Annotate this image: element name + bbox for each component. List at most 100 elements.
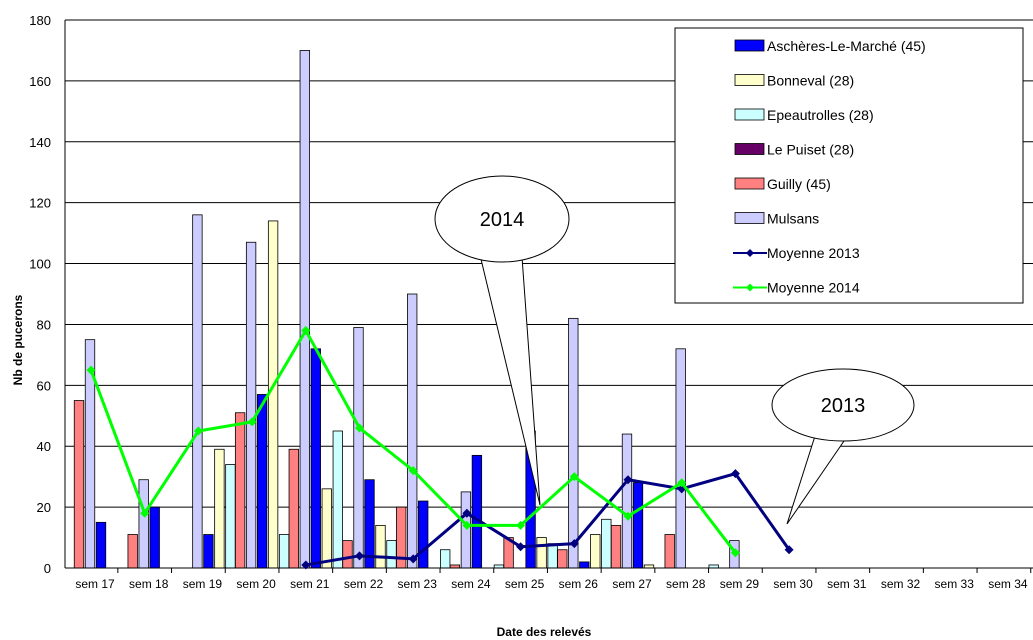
bar-guilly-45	[664, 534, 675, 569]
point-moyenne-2014	[408, 466, 418, 476]
y-tick-label: 140	[29, 135, 51, 150]
legend-label: Mulsans	[767, 211, 819, 227]
point-moyenne-2013	[408, 554, 418, 564]
legend-label: Guilly (45)	[767, 176, 831, 192]
x-tick-label: sem 18	[129, 577, 169, 591]
x-tick-label: sem 20	[236, 577, 276, 591]
point-moyenne-2014	[140, 508, 150, 518]
x-tick-label: sem 27	[612, 577, 652, 591]
point-moyenne-2013	[462, 508, 472, 518]
bar-epeautrolles-28	[278, 534, 290, 569]
bar-guilly-45	[234, 412, 246, 569]
x-tick-labels: sem 17 sem 18 sem 19 sem 20 sem 21 sem 22 sem …	[75, 568, 1032, 591]
callout-text: 2014	[480, 209, 525, 231]
legend-swatch-marker	[746, 283, 754, 292]
legend-label: Epeautrolles (28)	[767, 107, 874, 123]
x-tick-label: sem 19	[183, 577, 223, 591]
bar-epeautrolles-28	[547, 543, 558, 569]
bar-epeautrolles-28	[386, 540, 397, 569]
x-tick-label: sem 28	[666, 577, 706, 591]
line-moyenne-2013	[305, 471, 791, 567]
bar-asch-res-le-march-45	[95, 521, 107, 569]
bar-mulsans	[460, 491, 472, 569]
point-moyenne-2013	[301, 560, 311, 570]
legend-label: Moyenne 2013	[767, 245, 860, 261]
legend-item: Le Puiset (28)	[734, 142, 854, 158]
bar-mulsans	[245, 241, 257, 569]
legend-swatch-marker	[746, 249, 754, 257]
y-tick-label: 60	[37, 378, 51, 393]
point-moyenne-2014	[462, 520, 472, 530]
legend-swatch	[734, 177, 765, 190]
bar-asch-res-le-march-45	[256, 394, 268, 569]
bar-asch-res-le-march-45	[471, 454, 483, 569]
point-moyenne-2013	[730, 469, 740, 479]
y-tick-label: 120	[29, 196, 51, 211]
y-tick-label: 180	[29, 13, 51, 28]
bar-bonneval-28	[321, 488, 332, 569]
x-tick-label: sem 17	[75, 577, 115, 591]
point-moyenne-2014	[569, 472, 579, 482]
bar-epeautrolles-28	[332, 430, 343, 569]
callout-text: 2013	[821, 395, 866, 417]
legend-item: Moyenne 2014	[733, 280, 860, 296]
bar-guilly-45	[288, 448, 299, 569]
x-tick-label: sem 30	[773, 577, 813, 591]
x-tick-label: sem 22	[344, 577, 384, 591]
bar-mulsans	[675, 348, 686, 569]
bar-guilly-45	[610, 524, 622, 569]
bar-mulsans	[138, 479, 149, 569]
callout-pointer	[786, 435, 845, 525]
x-tick-label: sem 29	[720, 577, 760, 591]
callouts: 2014 2013	[434, 175, 915, 525]
point-moyenne-2014	[301, 326, 311, 336]
bar-asch-res-le-march-45	[632, 482, 644, 569]
bar-guilly-45	[73, 400, 85, 569]
x-tick-label: sem 33	[935, 577, 975, 591]
line-series	[86, 326, 794, 570]
x-tick-label: sem 23	[398, 577, 438, 591]
point-moyenne-2014	[677, 478, 687, 488]
bar-mulsans	[353, 327, 364, 569]
point-moyenne-2013	[516, 542, 526, 552]
y-tick-label: 40	[37, 439, 51, 454]
bar-bonneval-28	[536, 537, 547, 569]
bar-mulsans	[192, 214, 203, 569]
y-tick-label: 80	[37, 317, 51, 332]
bar-mulsans	[621, 433, 633, 569]
point-moyenne-2014	[247, 417, 257, 427]
bar-asch-res-le-march-45	[310, 348, 321, 569]
bar-mulsans	[407, 293, 418, 569]
legend-item: Aschères-Le-Marché (45)	[734, 38, 926, 54]
point-moyenne-2013	[569, 539, 579, 549]
legend-swatch	[734, 74, 765, 86]
legend-swatch	[734, 108, 765, 121]
legend-swatch	[734, 39, 765, 52]
bar-asch-res-le-march-45	[203, 534, 214, 569]
x-tick-label: sem 34	[988, 577, 1028, 591]
legend-label: Le Puiset (28)	[767, 142, 854, 158]
point-moyenne-2014	[623, 511, 633, 521]
bar-guilly-45	[127, 534, 138, 569]
legend-item: Guilly (45)	[734, 176, 831, 192]
bar-epeautrolles-28	[225, 464, 236, 569]
bar-asch-res-le-march-45	[418, 500, 429, 569]
legend-item: Epeautrolles (28)	[734, 107, 874, 123]
bar-guilly-45	[342, 540, 353, 569]
point-moyenne-2014	[193, 426, 203, 436]
point-moyenne-2014	[730, 548, 740, 558]
y-axis-title: Nb de pucerons	[11, 294, 25, 385]
x-tick-label: sem 31	[827, 577, 867, 591]
callout-bubble	[771, 368, 915, 442]
y-tick-label: 160	[29, 74, 51, 89]
legend: Aschères-Le-Marché (45) Bonneval (28) Epea…	[674, 27, 1024, 304]
x-tick-label: sem 21	[290, 577, 330, 591]
bar-bonneval-28	[375, 524, 386, 569]
x-tick-label: sem 32	[881, 577, 921, 591]
bar-asch-res-le-march-45	[149, 506, 160, 569]
legend-item: Mulsans	[734, 211, 819, 227]
x-tick-label: sem 24	[451, 577, 491, 591]
legend-swatch	[734, 143, 765, 155]
legend-label: Aschères-Le-Marché (45)	[767, 38, 926, 54]
